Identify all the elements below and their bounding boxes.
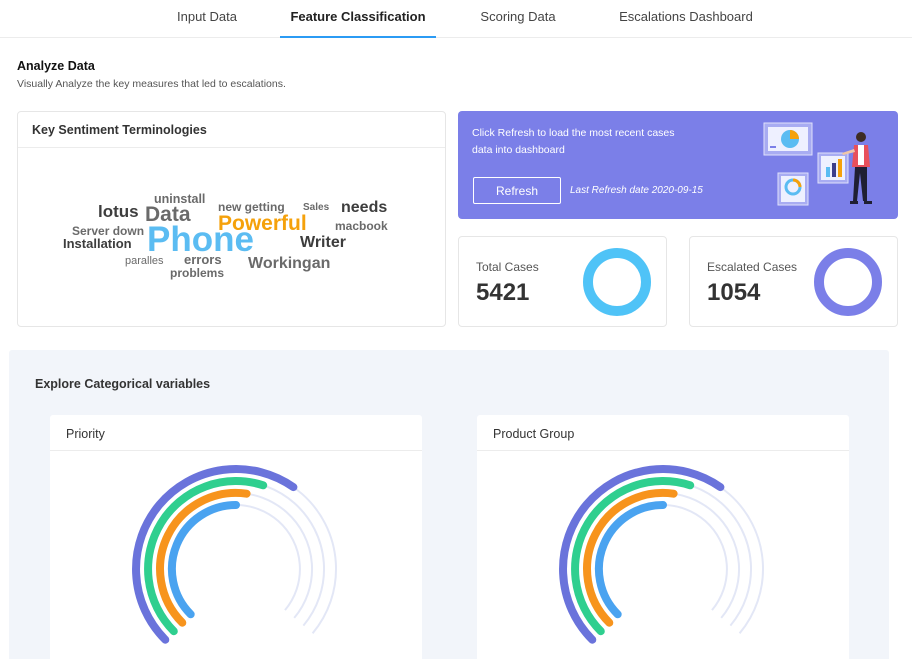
radial-bar-2 (144, 477, 268, 636)
explore-title: Explore Categorical variables (35, 377, 211, 391)
chart-divider (50, 450, 422, 451)
radial-bar-3 (583, 489, 678, 627)
escalated-cases-value: 1054 (707, 279, 761, 306)
priority-radial-chart (132, 465, 337, 644)
escalated-cases-label: Escalated Cases (707, 260, 798, 274)
refresh-banner: Click Refresh to load the most recent ca… (458, 111, 898, 219)
word-macbook: macbook (335, 219, 388, 233)
total-cases-ring-arc (583, 248, 651, 316)
priority-chart-card: Priority (50, 415, 422, 659)
last-refresh-date: Last Refresh date 2020-09-15 (570, 185, 703, 196)
sentiment-card-title: Key Sentiment Terminologies (32, 123, 207, 137)
product-group-chart-title: Product Group (493, 427, 575, 441)
word-server-down: Server down (72, 224, 145, 238)
banner-text: Click Refresh to load the most recent ca… (472, 127, 675, 156)
escalated-cases-ring (814, 248, 882, 316)
total-cases-card: Total Cases 5421 (458, 236, 667, 327)
word-problems: problems (170, 266, 225, 280)
word-new-getting: new getting (218, 200, 285, 214)
sentiment-card: Key Sentiment Terminologies uninstall lo… (17, 111, 446, 327)
word-needs: needs (341, 199, 388, 216)
radial-bar-4 (167, 500, 240, 619)
word-phone: Phone (147, 220, 254, 259)
card-divider (18, 147, 445, 148)
word-uninstall: uninstall (154, 192, 206, 206)
word-lotus: lotus (98, 202, 139, 221)
escalated-cases-card: Escalated Cases 1054 (689, 236, 898, 327)
word-workingan: Workingan (248, 255, 331, 272)
total-cases-label: Total Cases (476, 260, 539, 274)
tab-input-data[interactable]: Input Data (177, 9, 237, 24)
product-group-chart-card: Product Group (477, 415, 849, 659)
explore-section: Explore Categorical variables Priority P… (9, 350, 889, 659)
page-subtitle: Visually Analyze the key measures that l… (17, 78, 286, 90)
word-writer: Writer (300, 234, 346, 251)
tab-scoring-data[interactable]: Scoring Data (480, 9, 556, 24)
tab-feature-classification[interactable]: Feature Classification (280, 0, 436, 38)
word-paralles: paralles (125, 255, 164, 267)
total-cases-ring (583, 248, 651, 316)
chart-divider (477, 450, 849, 451)
radial-bar-1 (132, 465, 298, 644)
priority-chart-title: Priority (66, 427, 105, 441)
word-installation: Installation (63, 236, 132, 251)
product-group-radial-chart (559, 465, 764, 644)
refresh-button[interactable]: Refresh (473, 177, 561, 204)
tab-bar: Input Data Feature Classification Scorin… (0, 0, 912, 38)
page-title: Analyze Data (17, 59, 95, 73)
radial-bar-4 (594, 500, 667, 619)
word-errors: errors (184, 252, 222, 267)
word-powerful: Powerful (218, 212, 307, 235)
radial-bar-3 (156, 489, 251, 627)
escalated-cases-ring-arc (814, 248, 882, 316)
radial-bar-2 (571, 477, 695, 636)
tab-escalations-dashboard[interactable]: Escalations Dashboard (619, 9, 753, 24)
word-sales: Sales (303, 202, 330, 213)
word-data: Data (145, 203, 191, 226)
radial-bar-1 (559, 465, 725, 644)
total-cases-value: 5421 (476, 279, 530, 306)
dashboard-illustration-icon (763, 122, 872, 206)
